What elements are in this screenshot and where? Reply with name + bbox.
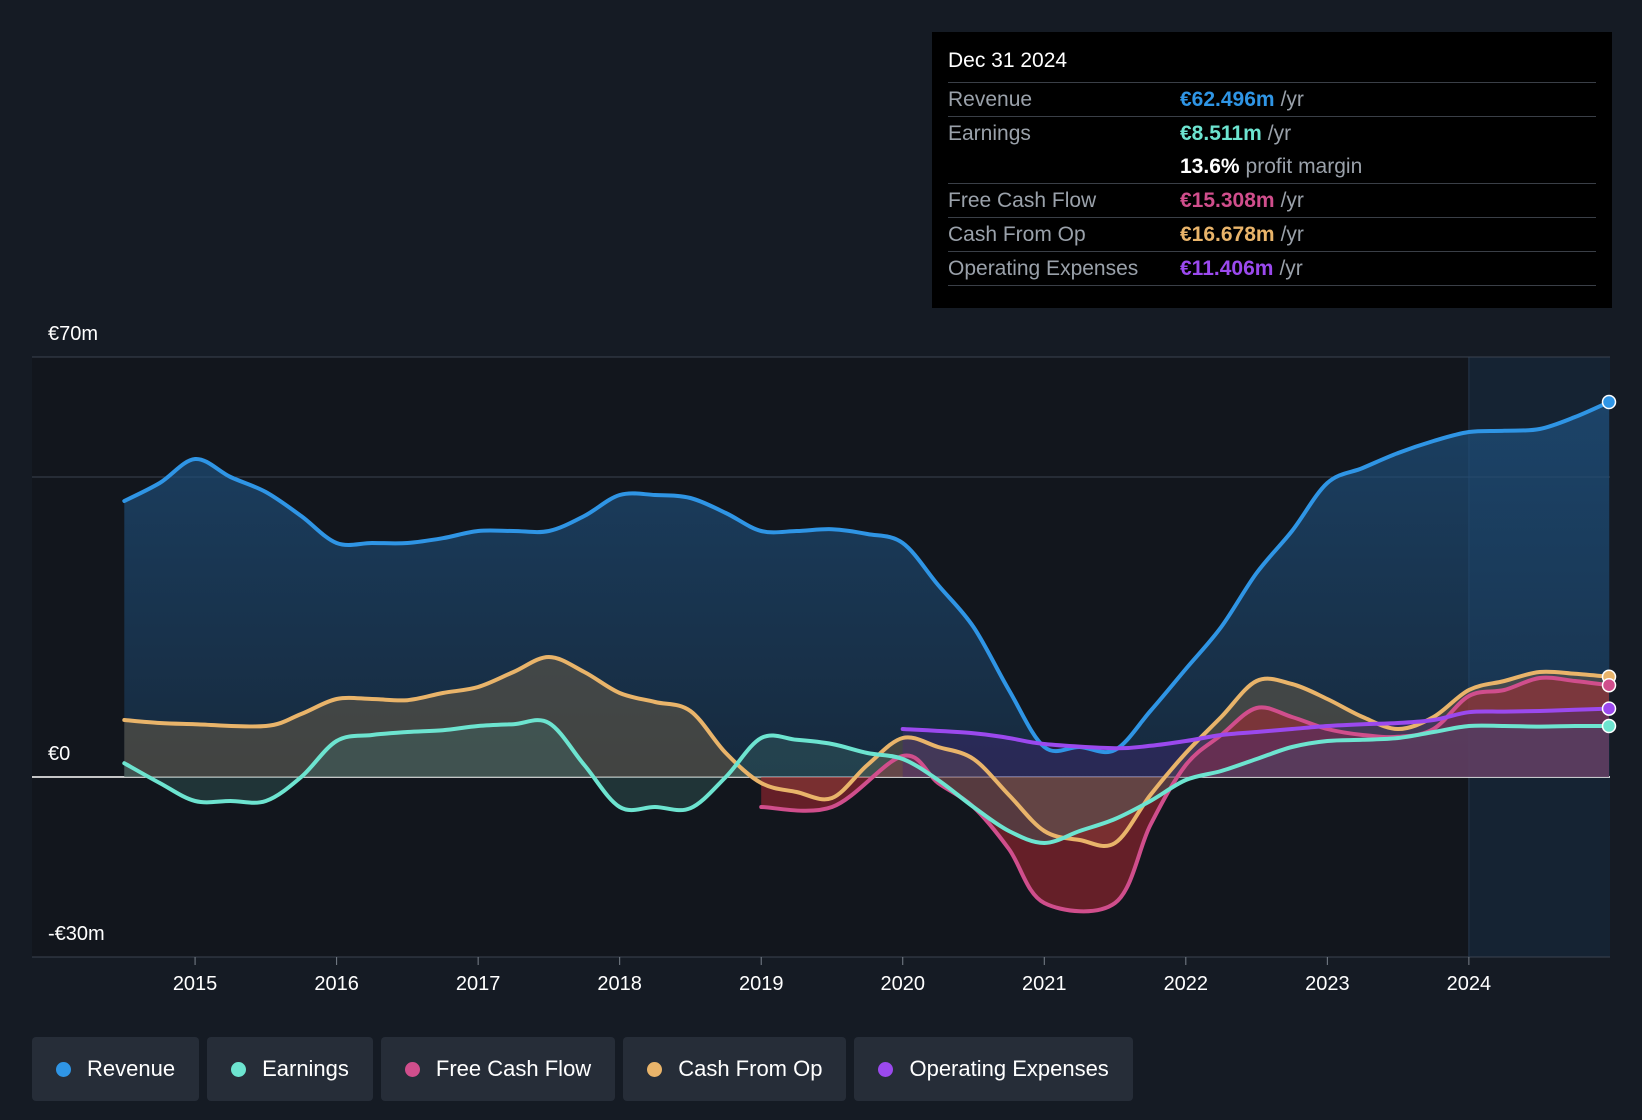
y-label-bottom: -€30m <box>48 923 105 945</box>
legend-item-earnings[interactable]: Earnings <box>207 1037 373 1101</box>
tooltip-label: Free Cash Flow <box>948 188 1097 212</box>
legend-item-cash-from-op[interactable]: Cash From Op <box>623 1037 847 1101</box>
tooltip-row-earnings: Earnings €8.511m /yr <box>948 117 1596 150</box>
tooltip-value: 13.6% <box>1180 154 1240 178</box>
tooltip-date: Dec 31 2024 <box>948 46 1596 83</box>
revenue-dot-icon <box>56 1061 71 1077</box>
tooltip-row-cfo: Cash From Op €16.678m /yr <box>948 218 1596 252</box>
x-tick-label: 2018 <box>597 973 642 995</box>
tooltip-unit: /yr <box>1280 222 1304 246</box>
x-tick-label: 2017 <box>456 973 501 995</box>
tooltip-value: €11.406m <box>1180 256 1274 280</box>
x-tick-label: 2021 <box>1022 973 1067 995</box>
legend-item-operating-expenses[interactable]: Operating Expenses <box>854 1037 1133 1101</box>
legend-label: Earnings <box>262 1056 349 1081</box>
free-cash-flow-dot-icon <box>404 1061 420 1077</box>
tooltip-row-fcf: Free Cash Flow €15.308m /yr <box>948 184 1596 218</box>
legend-label: Operating Expenses <box>909 1056 1109 1081</box>
tooltip-panel: Dec 31 2024 Revenue €62.496m /yr Earning… <box>932 32 1612 308</box>
x-tick-label: 2015 <box>173 973 218 995</box>
line-operating-expenses <box>900 706 1611 751</box>
x-tick-label: 2024 <box>1447 973 1492 995</box>
endpoint-operating-expenses <box>1601 701 1617 716</box>
line-earnings <box>122 718 1611 845</box>
legend-label: Cash From Op <box>678 1056 823 1081</box>
legend-item-revenue[interactable]: Revenue <box>32 1037 200 1101</box>
tooltip-value: €8.511m <box>1180 121 1262 145</box>
x-tick-label: 2016 <box>314 973 359 995</box>
tooltip-unit: profit margin <box>1245 154 1363 178</box>
tooltip-row-margin: 13.6% profit margin <box>948 150 1596 184</box>
area-cash-from-op <box>124 657 1609 847</box>
line-revenue <box>122 400 1611 755</box>
legend: Revenue Earnings Free Cash Flow Cash Fro… <box>32 1037 1133 1101</box>
y-label-zero: €0 <box>48 743 70 765</box>
tooltip-label: Cash From Op <box>948 222 1086 246</box>
cash-from-op-dot-icon <box>647 1061 663 1077</box>
legend-item-free-cash-flow[interactable]: Free Cash Flow <box>380 1037 616 1101</box>
endpoint-revenue <box>1601 394 1617 410</box>
area-revenue <box>124 402 1609 777</box>
legend-label: Free Cash Flow <box>435 1056 592 1081</box>
area-operating-expenses <box>902 708 1609 777</box>
area-free-cash-flow <box>761 677 1609 912</box>
tooltip-label: Operating Expenses <box>948 256 1139 280</box>
tooltip-unit: /yr <box>1280 188 1304 212</box>
tooltip-value: €62.496m <box>1180 87 1275 111</box>
x-tick-label: 2023 <box>1305 973 1350 995</box>
endpoint-earnings <box>1601 718 1617 734</box>
tooltip-label: Revenue <box>948 87 1033 111</box>
tooltip-unit: /yr <box>1267 121 1292 145</box>
tooltip-row-revenue: Revenue €62.496m /yr <box>948 83 1596 117</box>
tooltip-unit: /yr <box>1280 87 1304 111</box>
line-cash-from-op <box>122 655 1611 848</box>
legend-label: Revenue <box>87 1056 176 1081</box>
x-tick-label: 2020 <box>880 973 925 995</box>
endpoint-free-cash-flow <box>1601 677 1617 693</box>
tooltip-unit: /yr <box>1279 256 1303 280</box>
tooltip-value: €15.308m <box>1180 188 1275 212</box>
earnings-dot-icon <box>231 1061 247 1077</box>
tooltip-label: Earnings <box>948 121 1031 145</box>
y-label-top: €70m <box>48 323 98 345</box>
x-tick-label: 2022 <box>1164 973 1209 995</box>
x-tick-label: 2019 <box>739 973 784 995</box>
tooltip-value: €16.678m <box>1180 222 1275 246</box>
operating-expenses-dot-icon <box>878 1061 894 1077</box>
area-earnings <box>124 720 1609 843</box>
tooltip-row-opex: Operating Expenses €11.406m /yr <box>948 252 1596 286</box>
